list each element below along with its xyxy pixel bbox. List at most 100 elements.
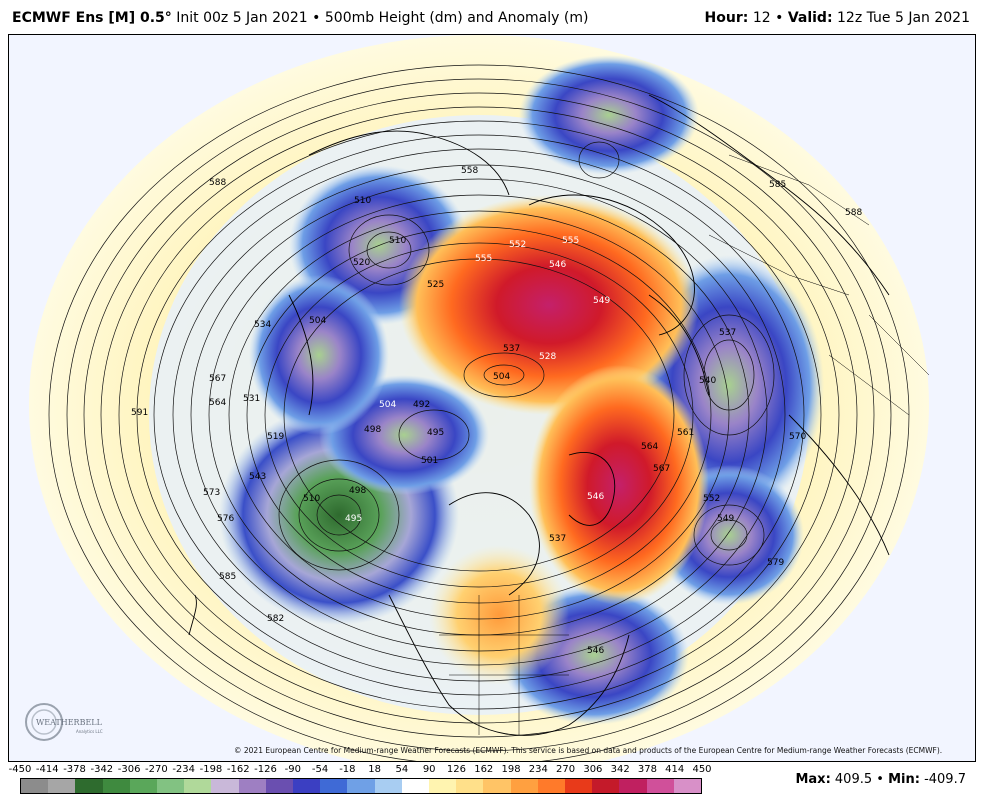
legend-tick-label: 270	[556, 764, 576, 775]
legend-color-swatch	[646, 779, 674, 793]
legend-color-swatch	[429, 779, 457, 793]
legend-tick-label: 198	[501, 764, 521, 775]
contour-label: 555	[562, 236, 579, 246]
canada-ridge-anomaly	[429, 545, 569, 685]
contour-label: 567	[209, 374, 226, 384]
legend-colorbar	[20, 778, 702, 794]
contour-label: 588	[209, 178, 226, 188]
legend-color-swatch	[456, 779, 484, 793]
hour-label: Hour:	[704, 10, 749, 26]
contour-label: 567	[653, 464, 670, 474]
contour-label: 546	[587, 492, 604, 502]
contour-label: 546	[587, 646, 604, 656]
legend-color-swatch	[401, 779, 430, 793]
legend-color-swatch	[483, 779, 511, 793]
legend-tick-label: -162	[226, 764, 250, 775]
separator: •	[775, 10, 784, 26]
legend-color-swatch	[510, 779, 538, 793]
contour-label: 549	[717, 514, 734, 524]
svg-text:Analytics LLC: Analytics LLC	[76, 729, 103, 734]
contour-label: 588	[845, 208, 862, 218]
contour-label: 552	[703, 494, 720, 504]
contour-label: 579	[767, 558, 784, 568]
min-value: -409.7	[924, 772, 966, 787]
contour-label: 585	[769, 180, 786, 190]
legend-tick-label: 342	[610, 764, 630, 775]
legend-color-swatch	[293, 779, 321, 793]
contour-label: 582	[267, 614, 284, 624]
legend-tick-label: -234	[172, 764, 196, 775]
legend-color-swatch	[565, 779, 593, 793]
legend-color-swatch	[374, 779, 402, 793]
coastlines	[188, 94, 890, 736]
contour-label: 540	[699, 376, 716, 386]
contour-label: 591	[131, 408, 148, 418]
svg-text:WEATHERBELL: WEATHERBELL	[36, 718, 103, 727]
contour-label: 585	[219, 572, 236, 582]
legend-color-swatch	[102, 779, 130, 793]
contour-label: 525	[427, 280, 444, 290]
legend-tick-label: -270	[145, 764, 168, 775]
legend-tick-label: 90	[422, 764, 436, 775]
east-asia-trough-anomaly	[249, 275, 389, 435]
contour-label: 552	[509, 240, 526, 250]
contour-label: 531	[243, 394, 260, 404]
separator: •	[876, 772, 884, 787]
contour-label: 520	[353, 258, 370, 268]
legend-tick-label: 54	[395, 764, 409, 775]
legend-color-swatch	[129, 779, 158, 793]
legend-tick-label: -90	[284, 764, 301, 775]
legend-tick-label: 162	[474, 764, 494, 775]
contour-label: 570	[789, 432, 806, 442]
anomaly-legend: -450 -414 -378 -342 -306 -270 -234 -198 -162 -126…	[9, 764, 712, 804]
legend-tick-label: 126	[446, 764, 467, 775]
legend-tick-label: -378	[63, 764, 86, 775]
contour-label: 573	[203, 488, 220, 498]
weatherbell-logo: WEATHERBELL Analytics LLC	[25, 703, 103, 741]
legend-color-swatch	[157, 779, 185, 793]
polar-map[interactable]: 558 588 585 588 552 555 546 555 525 549 …	[8, 34, 976, 762]
legend-color-swatch	[347, 779, 375, 793]
contour-label: 510	[354, 196, 371, 206]
contour-label: 519	[267, 432, 284, 442]
legend-color-swatch	[673, 779, 702, 793]
valid-time: 12z Tue 5 Jan 2021	[837, 10, 970, 26]
contour-label: 537	[503, 344, 520, 354]
legend-color-swatch	[537, 779, 566, 793]
min-label: Min:	[888, 772, 920, 787]
forecast-hour: 12	[752, 10, 771, 26]
contour-label: 510	[389, 236, 406, 246]
contour-label: 510	[303, 494, 320, 504]
legend-tick-label: 234	[528, 764, 548, 775]
legend-color-swatch	[238, 779, 266, 793]
contour-label: 564	[641, 442, 658, 452]
arctic-ridge-anomaly	[399, 195, 699, 415]
legend-tick-label: 450	[692, 764, 712, 775]
legend-tick-label: 18	[368, 764, 381, 775]
contour-labels: 558 588 585 588 552 555 546 555 525 549 …	[131, 166, 862, 656]
legend-tick-label: -414	[35, 764, 59, 775]
field-name: 500mb Height (dm) and Anomaly (m)	[324, 10, 589, 26]
greenland-ridge-anomaly	[529, 365, 709, 605]
contour-label: 504	[309, 316, 326, 326]
contour-label: 534	[254, 320, 271, 330]
contour-label: 537	[719, 328, 736, 338]
legend-color-swatch	[320, 779, 348, 793]
legend-tick-label: -306	[117, 764, 141, 775]
legend-tick-label: 378	[637, 764, 657, 775]
degree-symbol: °	[164, 10, 172, 26]
legend-color-swatch	[21, 779, 49, 793]
legend-tick-label: -342	[90, 764, 114, 775]
contour-label: 498	[364, 425, 381, 435]
contour-label: 546	[549, 260, 566, 270]
legend-color-swatch	[619, 779, 647, 793]
contour-label: 498	[349, 486, 366, 496]
max-min-readout: Max: 409.5 • Min: -409.7	[795, 772, 966, 787]
valid-time-header: Hour: 12 • Valid: 12z Tue 5 Jan 2021	[705, 10, 970, 26]
legend-color-swatch	[184, 779, 212, 793]
legend-color-swatch	[75, 779, 103, 793]
max-value: 409.5	[834, 772, 873, 787]
chart-title: ECMWF Ens [M] 0.5° Init 00z 5 Jan 2021 •…	[12, 10, 588, 26]
legend-tick-label: -18	[339, 764, 356, 775]
contour-label: 561	[677, 428, 694, 438]
